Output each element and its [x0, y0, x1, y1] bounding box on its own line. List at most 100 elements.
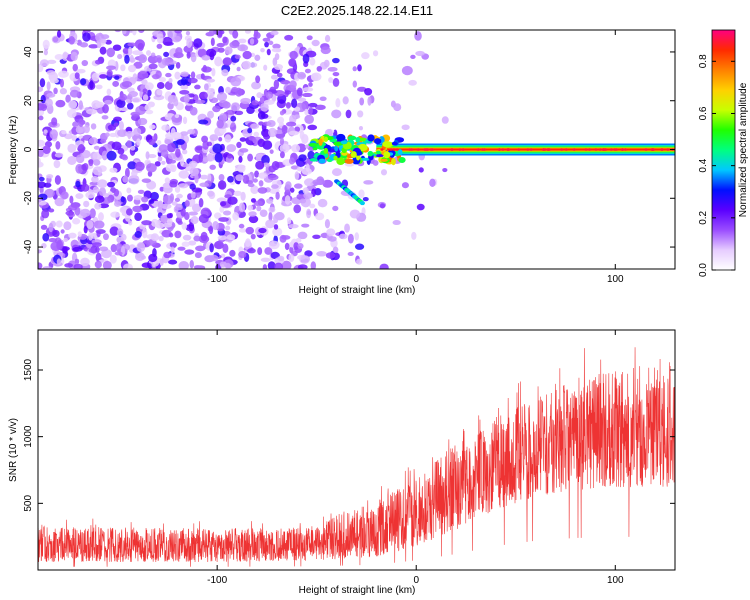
- noise-blob: [135, 105, 146, 116]
- noise-blob: [113, 122, 119, 127]
- noise-blob: [190, 216, 199, 225]
- noise-blob: [401, 182, 409, 189]
- noise-blob: [193, 38, 203, 48]
- noise-blob: [187, 77, 198, 84]
- noise-blob: [95, 246, 100, 253]
- signal-fragment: [350, 151, 357, 158]
- noise-blob: [147, 154, 157, 159]
- spectrogram-noise: [38, 30, 449, 269]
- noise-blob: [180, 71, 189, 77]
- bottom-x-axis: -100 0 100: [207, 330, 624, 586]
- noise-blob: [254, 170, 260, 178]
- noise-blob: [83, 200, 90, 208]
- noise-blob: [120, 233, 127, 241]
- noise-blob: [178, 261, 190, 269]
- noise-blob: [276, 72, 283, 78]
- noise-blob: [244, 30, 251, 34]
- noise-blob: [132, 98, 140, 103]
- noise-blob: [85, 191, 95, 199]
- noise-blob: [285, 181, 292, 190]
- noise-blob: [294, 171, 300, 180]
- signal-dot: [429, 148, 433, 151]
- noise-blob: [81, 59, 89, 67]
- noise-blob: [123, 263, 133, 269]
- noise-blob: [180, 84, 189, 90]
- noise-blob: [54, 175, 62, 185]
- noise-blob: [285, 102, 291, 109]
- noise-blob: [279, 110, 285, 116]
- x-tick-label: 0: [413, 274, 419, 285]
- noise-blob: [214, 240, 224, 250]
- noise-blob: [316, 251, 327, 257]
- noise-blob: [120, 196, 125, 203]
- noise-blob: [177, 220, 183, 225]
- noise-blob: [302, 92, 313, 98]
- noise-blob: [42, 266, 53, 269]
- noise-blob: [212, 105, 221, 113]
- colorbar-tick-label: 0.2: [698, 210, 709, 224]
- noise-blob: [352, 66, 357, 72]
- noise-blob: [429, 178, 436, 187]
- noise-blob: [122, 30, 127, 35]
- noise-blob: [225, 262, 231, 269]
- noise-blob: [66, 109, 77, 118]
- noise-blob: [207, 110, 214, 119]
- noise-blob: [78, 100, 84, 110]
- noise-blob: [266, 198, 274, 204]
- signal-fragment: [398, 157, 406, 163]
- noise-blob: [126, 187, 132, 194]
- signal-fragment: [382, 141, 393, 148]
- noise-blob: [224, 46, 233, 55]
- noise-blob: [128, 174, 140, 185]
- noise-blob: [442, 168, 448, 173]
- signal-fragment: [347, 135, 357, 141]
- noise-blob: [401, 65, 413, 76]
- noise-blob: [40, 94, 46, 104]
- signal-dot: [651, 148, 656, 151]
- noise-blob: [393, 103, 402, 112]
- noise-blob: [268, 206, 276, 213]
- noise-blob: [94, 260, 102, 269]
- noise-blob: [229, 249, 236, 257]
- signal-dot: [517, 148, 521, 151]
- noise-blob: [311, 39, 320, 47]
- noise-blob: [43, 49, 48, 56]
- noise-blob: [146, 180, 157, 190]
- noise-blob: [216, 119, 224, 129]
- noise-blob: [141, 178, 152, 183]
- noise-blob: [141, 79, 148, 85]
- noise-blob: [238, 202, 246, 213]
- noise-blob: [117, 147, 125, 155]
- noise-blob: [68, 232, 77, 239]
- signal-dot: [614, 148, 619, 151]
- noise-blob: [268, 40, 274, 46]
- noise-blob: [98, 212, 104, 222]
- noise-blob: [218, 217, 229, 222]
- noise-blob: [148, 124, 156, 130]
- noise-blob: [225, 225, 231, 231]
- noise-blob: [125, 98, 131, 104]
- noise-blob: [45, 98, 53, 108]
- noise-blob: [259, 209, 268, 217]
- colorbar-tick-label: 0.6: [698, 106, 709, 120]
- noise-blob: [141, 196, 149, 203]
- noise-blob: [133, 61, 143, 69]
- noise-blob: [170, 246, 175, 254]
- noise-blob: [128, 91, 139, 98]
- noise-blob: [270, 74, 278, 80]
- noise-blob: [303, 178, 315, 187]
- noise-blob: [211, 67, 216, 77]
- noise-blob: [88, 231, 94, 241]
- noise-blob: [187, 129, 196, 135]
- noise-blob: [117, 54, 123, 60]
- bottom-plot-frame: [37, 329, 676, 571]
- noise-blob: [72, 63, 78, 72]
- noise-blob: [105, 132, 110, 137]
- noise-blob: [113, 116, 122, 122]
- noise-blob: [299, 198, 307, 204]
- noise-blob: [91, 72, 100, 82]
- noise-blob: [124, 54, 130, 64]
- noise-blob: [304, 250, 313, 257]
- noise-blob: [171, 114, 183, 123]
- noise-blob: [304, 144, 310, 149]
